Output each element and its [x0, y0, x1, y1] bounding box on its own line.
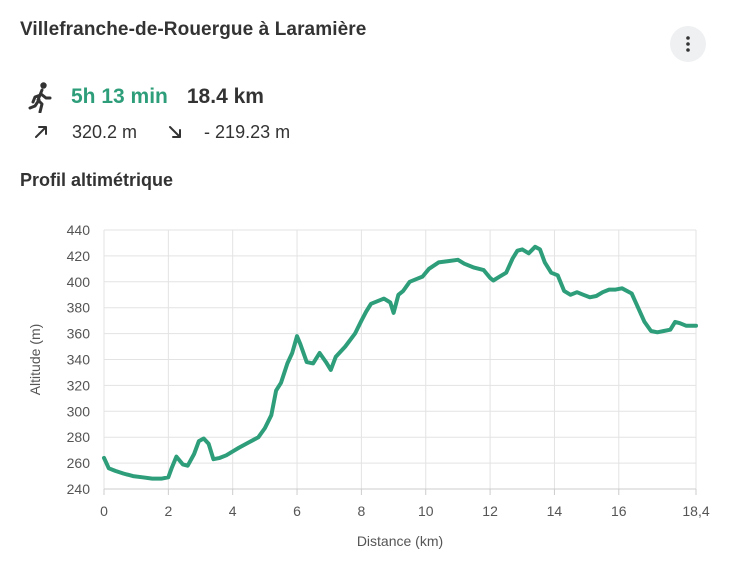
more-options-button[interactable]	[670, 26, 706, 62]
x-tick-label: 2	[164, 503, 172, 519]
y-tick-label: 400	[67, 274, 91, 290]
elevation-profile-title: Profil altimétrique	[20, 170, 174, 190]
elevation-line	[102, 244, 698, 481]
route-summary: 5h 13 min 18.4 km	[27, 80, 264, 114]
elevation-summary: 320.2 m - 219.23 m	[33, 120, 290, 144]
y-tick-label: 320	[67, 377, 91, 393]
arrow-up-right-icon	[35, 126, 47, 138]
y-tick-label: 300	[67, 403, 91, 419]
y-tick-label: 380	[67, 300, 91, 316]
y-tick-label: 360	[67, 326, 91, 342]
y-axis-label: Altitude (m)	[27, 324, 43, 396]
walking-person-icon	[28, 82, 52, 113]
x-tick-label: 6	[293, 503, 301, 519]
x-tick-label: 12	[482, 503, 498, 519]
y-tick-label: 280	[67, 429, 91, 445]
x-tick-label: 14	[547, 503, 563, 519]
y-tick-label: 260	[67, 455, 91, 471]
chart-grid	[103, 229, 697, 490]
arrow-down-right-icon	[169, 126, 182, 138]
elevation-gain: 320.2 m	[72, 121, 138, 142]
chart-axes: 240 260 280 300 320 340 360 380 400 420 440 0 2 4 6 8 10…	[67, 222, 710, 519]
elevation-profile-chart: 240 260 280 300 320 340 360 380 400 420 440 0 2 4 6 8 10…	[27, 222, 710, 549]
y-tick-label: 340	[67, 352, 91, 368]
y-tick-label: 240	[67, 481, 91, 497]
x-axis-label: Distance (km)	[357, 533, 443, 549]
elevation-loss: - 219.23 m	[204, 121, 291, 142]
x-tick-label: 8	[357, 503, 365, 519]
x-tick-label: 10	[418, 503, 434, 519]
x-tick-label: 4	[229, 503, 237, 519]
x-tick-label: 18,4	[682, 503, 709, 519]
y-tick-label: 420	[67, 248, 91, 264]
route-duration: 5h 13 min	[71, 85, 168, 108]
y-tick-label: 440	[67, 222, 91, 238]
route-title: Villefranche-de-Rouergue à Laramière	[20, 19, 367, 40]
x-tick-label: 0	[100, 503, 108, 519]
route-distance: 18.4 km	[186, 85, 264, 108]
more-vertical-icon	[686, 36, 690, 52]
x-tick-label: 16	[611, 503, 627, 519]
